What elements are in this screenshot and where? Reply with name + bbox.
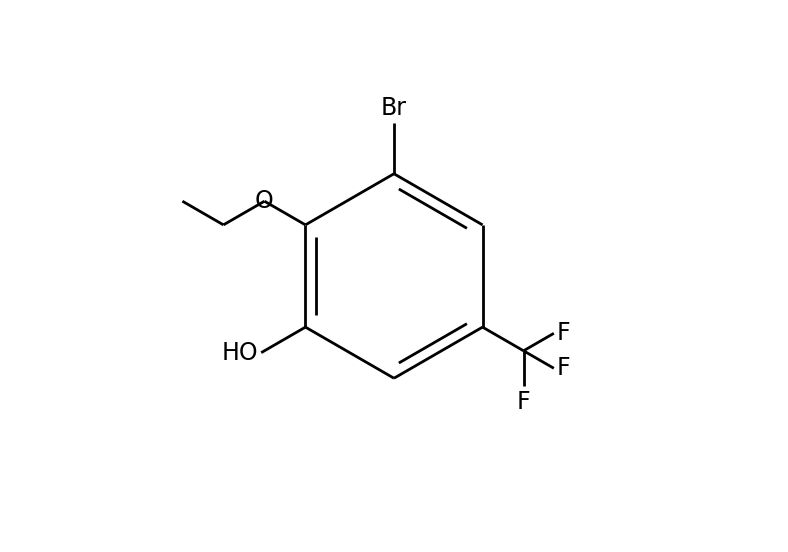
Text: Br: Br (381, 96, 407, 120)
Text: F: F (517, 390, 530, 413)
Text: F: F (557, 321, 571, 346)
Text: HO: HO (222, 341, 258, 365)
Text: O: O (255, 189, 273, 213)
Text: F: F (557, 356, 571, 380)
